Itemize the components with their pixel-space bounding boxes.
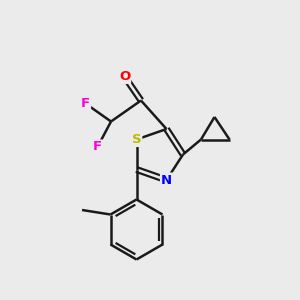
Text: N: N [161, 173, 172, 187]
Text: O: O [119, 70, 130, 83]
Text: S: S [132, 133, 141, 146]
Text: F: F [81, 97, 90, 110]
Text: F: F [93, 140, 102, 154]
